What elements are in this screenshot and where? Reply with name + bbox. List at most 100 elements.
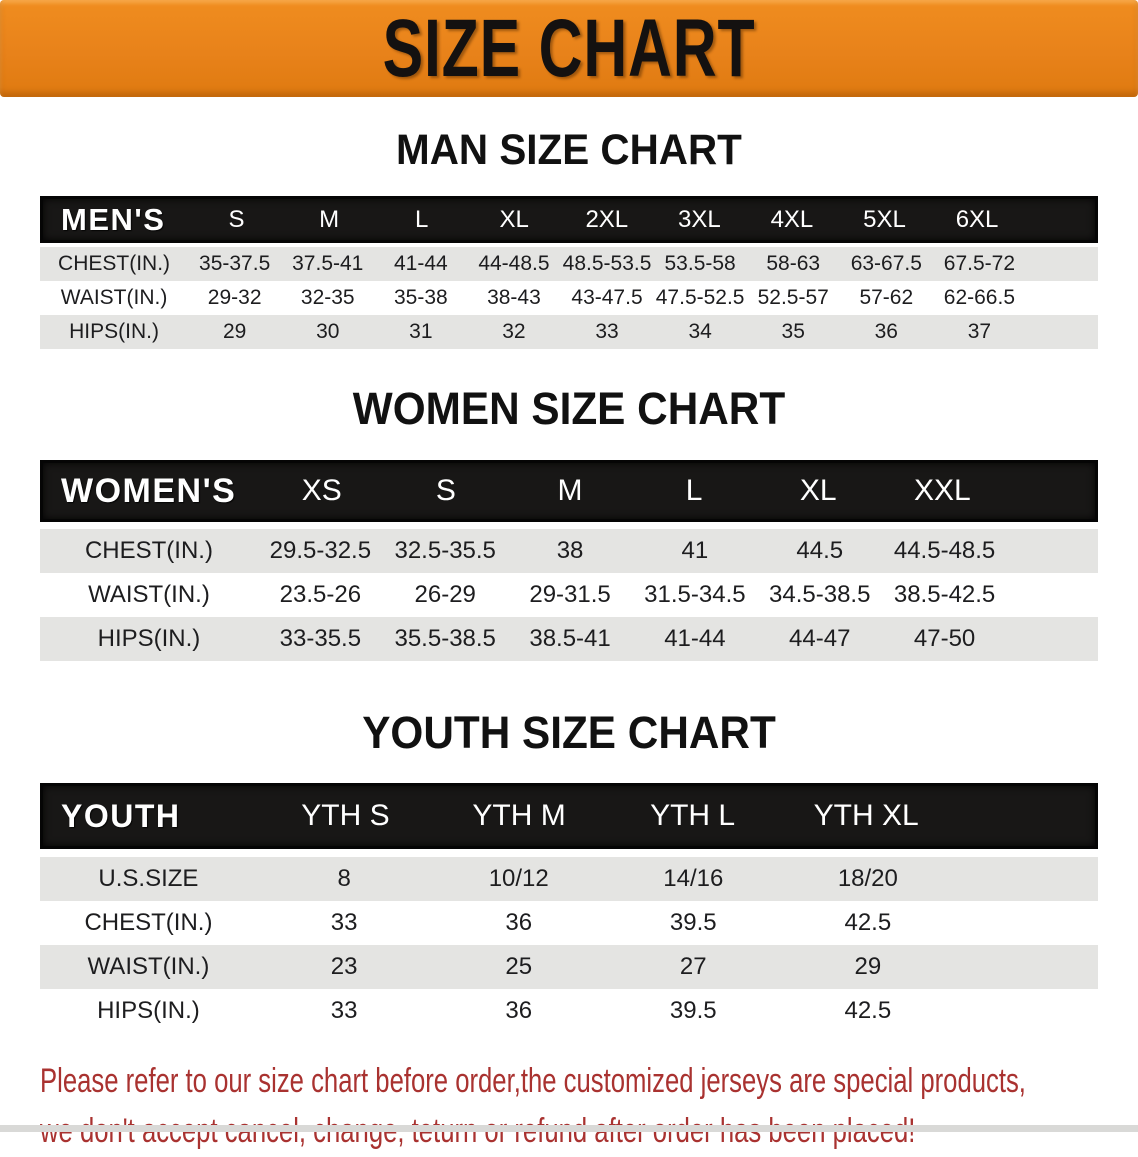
row-label: HIPS(IN.) xyxy=(97,997,200,1024)
row-label: WAIST(IN.) xyxy=(60,286,168,309)
men-table-row: WAIST(IN.) 29-32 32-35 35-38 38-43 43-47.5 47.… xyxy=(40,281,1098,315)
value-cell: 34 xyxy=(688,320,712,343)
header-cell: XL xyxy=(799,474,837,507)
value-cell: 33 xyxy=(595,320,619,343)
value-cell: 38.5-41 xyxy=(529,625,611,652)
value-cell: 39.5 xyxy=(669,909,717,936)
value-cell: 31 xyxy=(409,320,433,343)
value-cell: 33 xyxy=(330,997,358,1024)
value-cell: 31.5-34.5 xyxy=(644,581,746,608)
women-size-table: WOMEN'S XS S M L XL XXL CHEST(IN.) 29.5-32.5 32.5… xyxy=(40,460,1098,661)
value-cell: 57-62 xyxy=(859,286,914,309)
women-section-title-text: WOMEN SIZE CHART xyxy=(352,383,786,434)
youth-header-label: YOUTH xyxy=(61,797,181,834)
value-cell: 62-66.5 xyxy=(943,286,1016,309)
header-cell: M xyxy=(319,205,340,233)
value-cell: 38 xyxy=(556,537,584,564)
value-cell: 44.5 xyxy=(796,537,844,564)
value-cell: 33-35.5 xyxy=(279,625,362,652)
row-label: CHEST(IN.) xyxy=(58,252,171,275)
row-label: HIPS(IN.) xyxy=(69,320,159,343)
men-table-row: CHEST(IN.) 35-37.5 37.5-41 41-44 44-48.5 48.5… xyxy=(40,247,1098,281)
value-cell: 42.5 xyxy=(844,997,892,1024)
value-cell: 32.5-35.5 xyxy=(394,537,496,564)
value-cell: 53.5-58 xyxy=(664,252,736,275)
women-table-row: WAIST(IN.) 23.5-26 26-29 29-31.5 31.5-34.5 34… xyxy=(40,573,1098,617)
value-cell: 8 xyxy=(337,865,351,892)
value-cell: 34.5-38.5 xyxy=(769,581,871,608)
size-chart-banner: SIZE CHART xyxy=(0,0,1138,97)
youth-table-header: YOUTH YTH S YTH M YTH L YTH XL xyxy=(40,783,1098,849)
women-table-row: CHEST(IN.) 29.5-32.5 32.5-35.5 38 41 44.5 44.5… xyxy=(40,529,1098,573)
value-cell: 37 xyxy=(967,320,992,343)
women-table-row: HIPS(IN.) 33-35.5 35.5-38.5 38.5-41 41-44 44-… xyxy=(40,617,1098,661)
header-cell: YTH L xyxy=(650,799,736,832)
header-cell: YTH S xyxy=(301,799,390,832)
value-cell: 29 xyxy=(854,953,882,980)
value-cell: 42.5 xyxy=(844,909,892,936)
header-cell: 4XL xyxy=(770,205,814,233)
youth-table-row: WAIST(IN.) 23 25 27 29 xyxy=(40,945,1098,989)
header-cell: S xyxy=(228,205,245,233)
value-cell: 29.5-32.5 xyxy=(269,537,372,564)
banner-title: SIZE CHART xyxy=(382,2,756,94)
header-cell: 5XL xyxy=(863,205,906,233)
value-cell: 29 xyxy=(222,320,247,343)
row-label: WAIST(IN.) xyxy=(87,953,210,980)
value-cell: 44-48.5 xyxy=(478,252,550,275)
header-cell: XS xyxy=(301,474,342,507)
value-cell: 35-38 xyxy=(393,286,448,309)
women-header-label: WOMEN'S xyxy=(61,471,237,510)
value-cell: 14/16 xyxy=(663,865,724,892)
row-label: WAIST(IN.) xyxy=(88,581,210,608)
value-cell: 37.5-41 xyxy=(292,252,364,275)
youth-section-title-text: YOUTH SIZE CHART xyxy=(362,707,776,758)
row-label: CHEST(IN.) xyxy=(84,537,213,564)
header-cell: XL xyxy=(499,205,529,233)
value-cell: 67.5-72 xyxy=(943,252,1016,275)
header-cell: YTH M xyxy=(472,799,566,832)
men-size-table: MEN'S S M L XL 2XL 3XL 4XL 5XL 6XL CHEST(IN.) 35-37… xyxy=(40,196,1098,349)
value-cell: 38-43 xyxy=(487,286,541,309)
bottom-edge-strip xyxy=(0,1125,1138,1132)
men-header-label: MEN'S xyxy=(61,201,166,237)
women-section-title: WOMEN SIZE CHART xyxy=(0,383,1138,435)
header-cell: M xyxy=(557,474,583,507)
value-cell: 29-31.5 xyxy=(529,581,611,608)
value-cell: 23 xyxy=(330,953,358,980)
disclaimer: Please refer to our size chart before or… xyxy=(40,1057,1138,1157)
header-cell: 3XL xyxy=(678,205,721,233)
row-label: U.S.SIZE xyxy=(98,865,199,892)
value-cell: 47-50 xyxy=(913,625,976,652)
youth-table-row: CHEST(IN.) 33 36 39.5 42.5 xyxy=(40,901,1098,945)
women-table-header: WOMEN'S XS S M L XL XXL xyxy=(40,460,1098,522)
value-cell: 33 xyxy=(330,909,358,936)
men-table-row: HIPS(IN.) 29 30 31 32 33 34 35 36 37 xyxy=(40,315,1098,349)
value-cell: 35 xyxy=(781,320,805,343)
value-cell: 32-35 xyxy=(300,286,355,309)
value-cell: 63-67.5 xyxy=(850,252,922,275)
value-cell: 48.5-53.5 xyxy=(562,252,652,275)
youth-table-row: HIPS(IN.) 33 36 39.5 42.5 xyxy=(40,989,1098,1033)
value-cell: 25 xyxy=(505,953,533,980)
value-cell: 10/12 xyxy=(488,865,549,892)
value-cell: 23.5-26 xyxy=(279,581,362,608)
men-section-title-text: MAN SIZE CHART xyxy=(396,126,742,174)
value-cell: 35.5-38.5 xyxy=(394,625,496,652)
header-cell: 6XL xyxy=(955,205,999,233)
row-label: CHEST(IN.) xyxy=(84,909,213,936)
value-cell: 26-29 xyxy=(414,581,476,608)
value-cell: 41-44 xyxy=(393,252,448,275)
value-cell: 52.5-57 xyxy=(757,286,829,309)
row-label: HIPS(IN.) xyxy=(97,625,201,652)
header-cell: XXL xyxy=(914,474,971,507)
value-cell: 36 xyxy=(505,909,533,936)
value-cell: 44.5-48.5 xyxy=(893,537,996,564)
men-table-header: MEN'S S M L XL 2XL 3XL 4XL 5XL 6XL xyxy=(40,196,1098,243)
value-cell: 41-44 xyxy=(664,625,726,652)
youth-table-row: U.S.SIZE 8 10/12 14/16 18/20 xyxy=(40,857,1098,901)
value-cell: 29-32 xyxy=(207,286,262,309)
value-cell: 58-63 xyxy=(766,252,821,275)
value-cell: 18/20 xyxy=(837,865,898,892)
youth-section-title: YOUTH SIZE CHART xyxy=(0,707,1138,759)
